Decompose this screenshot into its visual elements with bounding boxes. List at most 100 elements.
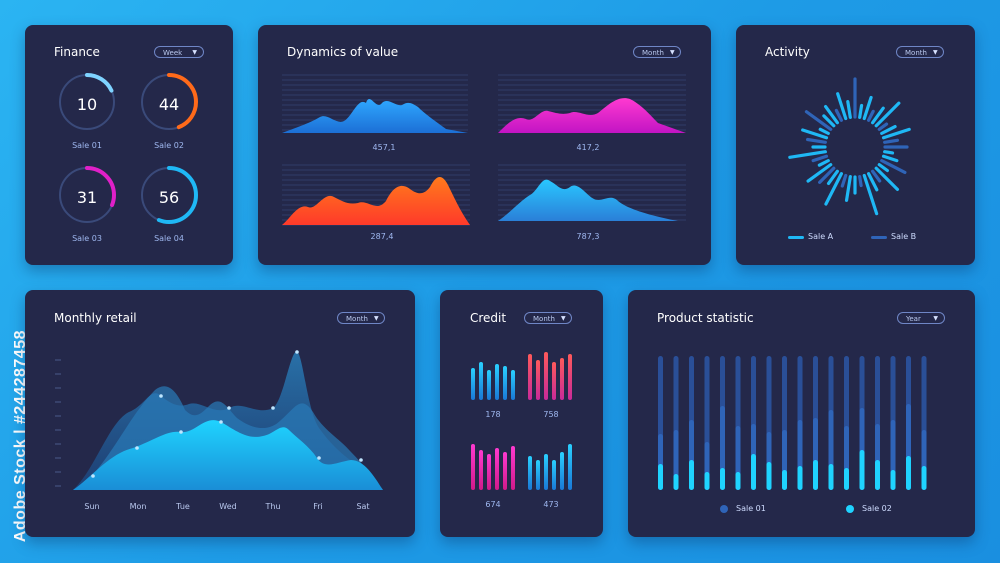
bar-sale-02 <box>875 460 880 490</box>
y-axis-ticks <box>55 359 61 487</box>
credit-bar <box>479 450 483 490</box>
bar-sale-02 <box>813 460 818 490</box>
bar-sale-02 <box>720 468 725 490</box>
radial-bars <box>788 77 911 216</box>
credit-bar <box>536 460 540 490</box>
credit-bar <box>503 366 507 400</box>
credit-value-4: 473 <box>543 500 559 509</box>
credit-value-2: 758 <box>543 410 559 419</box>
radial-bar <box>818 127 830 135</box>
bar-sale-02 <box>735 472 741 490</box>
credit-bars <box>471 352 572 490</box>
finance-rings <box>58 73 198 224</box>
activity-period-dropdown[interactable]: Month ▼ <box>896 46 944 58</box>
radial-bar <box>867 109 875 122</box>
bar-sale-02 <box>906 456 911 490</box>
credit-bar <box>560 358 564 400</box>
credit-bar <box>471 444 475 490</box>
dropdown-value: Month <box>533 314 555 323</box>
bar-sale-02 <box>766 462 772 490</box>
ring-label-1: Sale 01 <box>72 141 102 150</box>
credit-card: Credit Month ▼ 178 758 674 473 <box>440 290 603 537</box>
ring-progress <box>58 166 116 224</box>
ring-value-4: 56 <box>158 188 180 207</box>
legend-label-sale-a: Sale A <box>808 232 834 241</box>
credit-value-1: 178 <box>485 410 501 419</box>
data-points <box>91 350 363 478</box>
ring-sale-03 <box>58 166 116 224</box>
chevron-down-icon: ▼ <box>560 315 566 322</box>
dynamics-value-3: 287,4 <box>370 232 394 241</box>
credit-bar-groups <box>471 352 572 490</box>
ring-sale-01 <box>58 73 116 131</box>
finance-card: Finance Week ▼ 10 44 31 56 Sale 01 Sale 0… <box>25 25 233 265</box>
credit-bar <box>552 460 556 490</box>
radial-bar <box>817 159 830 167</box>
legend-label-sale-01: Sale 01 <box>736 504 766 513</box>
radial-bar <box>883 138 900 144</box>
radial-bar <box>824 172 843 206</box>
dynamics-value-1: 457,1 <box>372 143 396 152</box>
day-mon: Mon <box>129 502 147 511</box>
radial-bar <box>881 154 899 163</box>
radial-bar <box>877 163 889 173</box>
bar-sale-02 <box>673 474 679 490</box>
day-tue: Tue <box>176 502 190 511</box>
activity-card: Activity Month ▼ Sale A Sale B <box>736 25 975 265</box>
dropdown-value: Month <box>346 314 368 323</box>
credit-value-3: 674 <box>485 500 501 509</box>
dynamics-card: Dynamics of value Month ▼ 457,1 417,2 287… <box>258 25 711 265</box>
radial-bar <box>862 173 879 216</box>
finance-title: Finance <box>54 45 100 59</box>
credit-bar <box>568 444 572 490</box>
credit-bar <box>544 454 548 490</box>
dynamics-charts <box>282 74 686 226</box>
ring-progress <box>140 73 198 131</box>
chevron-down-icon: ▼ <box>933 315 938 322</box>
dropdown-value: Month <box>905 48 927 57</box>
data-point <box>159 394 163 398</box>
series-front <box>73 420 383 490</box>
data-point <box>271 406 275 410</box>
dropdown-value: Year <box>906 314 921 323</box>
radial-bar <box>874 166 900 192</box>
credit-bar <box>487 454 491 490</box>
product-period-dropdown[interactable]: Year ▼ <box>897 312 945 324</box>
ring-progress <box>140 166 198 224</box>
bar-sale-02 <box>689 460 694 490</box>
activity-title: Activity <box>765 45 810 59</box>
legend-label-sale-02: Sale 02 <box>862 504 892 513</box>
credit-bar <box>503 452 507 490</box>
credit-bar <box>511 370 515 400</box>
ring-value-1: 10 <box>76 95 98 114</box>
ring-value-3: 31 <box>76 188 98 207</box>
area-chart-2 <box>498 98 686 133</box>
ring-value-2: 44 <box>158 95 180 114</box>
monthly-period-dropdown[interactable]: Month ▼ <box>337 312 385 324</box>
radial-bar <box>836 92 848 121</box>
radial-bar <box>871 106 885 125</box>
radial-bar <box>877 122 889 131</box>
credit-bar <box>568 354 572 400</box>
radial-bar <box>801 128 829 140</box>
data-point <box>91 474 95 478</box>
radial-bar <box>806 163 833 183</box>
bar-sale-02 <box>828 464 834 490</box>
legend-label-sale-b: Sale B <box>891 232 917 241</box>
bar-sale-02 <box>782 470 787 490</box>
radial-bar <box>881 127 911 140</box>
bar-sale-02 <box>890 470 896 490</box>
ring-label-3: Sale 03 <box>72 234 102 243</box>
finance-period-dropdown[interactable]: Week ▼ <box>154 46 204 58</box>
data-point <box>227 406 231 410</box>
credit-bar <box>511 446 515 490</box>
data-point <box>179 430 183 434</box>
bar-sale-02 <box>704 472 710 490</box>
dynamics-period-dropdown[interactable]: Month ▼ <box>633 46 681 58</box>
monthly-area-chart <box>55 350 383 490</box>
credit-period-dropdown[interactable]: Month ▼ <box>524 312 572 324</box>
radial-bar <box>811 154 829 163</box>
chevron-down-icon: ▼ <box>192 49 197 56</box>
chevron-down-icon: ▼ <box>373 315 379 322</box>
bar-sale-02 <box>797 466 803 490</box>
